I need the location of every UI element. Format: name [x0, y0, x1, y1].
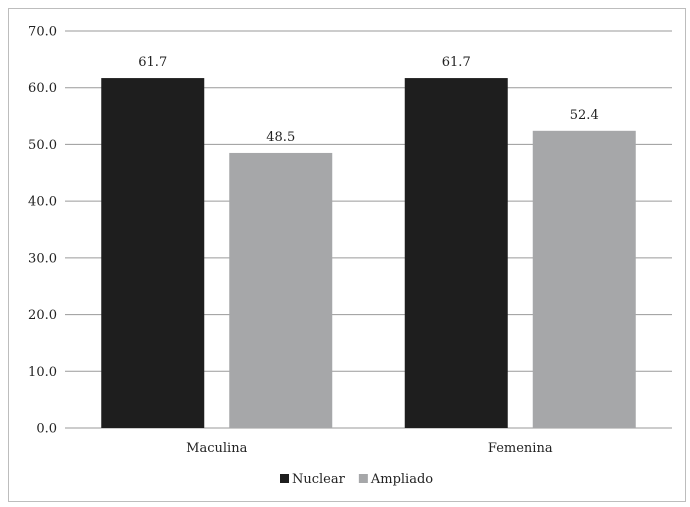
x-category-label: Femenina	[488, 441, 553, 456]
data-labels: 61.7 48.5 61.7 52.4	[138, 55, 598, 145]
bar-nuclear-1	[404, 78, 508, 428]
y-tick-label: 30.0	[28, 251, 57, 266]
bars	[101, 78, 636, 428]
legend-label: Nuclear	[292, 472, 346, 487]
legend: Nuclear Ampliado	[280, 472, 433, 487]
data-label: 48.5	[266, 130, 295, 145]
bar-chart: 0.0 10.0 20.0 30.0 40.0 50.0 60.0 70.0 61.7 48.5…	[28, 25, 672, 487]
y-tick-label: 40.0	[28, 195, 57, 210]
legend-swatch-nuclear	[280, 474, 289, 483]
y-tick-label: 70.0	[28, 25, 57, 40]
y-tick-label: 20.0	[28, 308, 57, 323]
legend-swatch-ampliado	[358, 474, 368, 483]
data-label: 61.7	[442, 55, 471, 70]
bar-ampliado-0	[229, 152, 333, 428]
y-tick-label: 60.0	[28, 81, 57, 96]
chart-frame: 0.0 10.0 20.0 30.0 40.0 50.0 60.0 70.0 61.7 48.5…	[8, 8, 686, 502]
x-category-label: Maculina	[186, 441, 247, 456]
bar-ampliado-1	[532, 130, 636, 428]
y-tick-label: 10.0	[28, 365, 57, 380]
legend-label: Ampliado	[370, 472, 433, 487]
y-tick-label: 0.0	[36, 422, 57, 437]
x-axis-categories: Maculina Femenina	[186, 441, 553, 456]
y-tick-label: 50.0	[28, 138, 57, 153]
bar-nuclear-0	[101, 78, 205, 428]
y-axis-ticks: 0.0 10.0 20.0 30.0 40.0 50.0 60.0 70.0	[28, 25, 57, 437]
data-label: 61.7	[138, 55, 167, 70]
data-label: 52.4	[570, 108, 599, 123]
